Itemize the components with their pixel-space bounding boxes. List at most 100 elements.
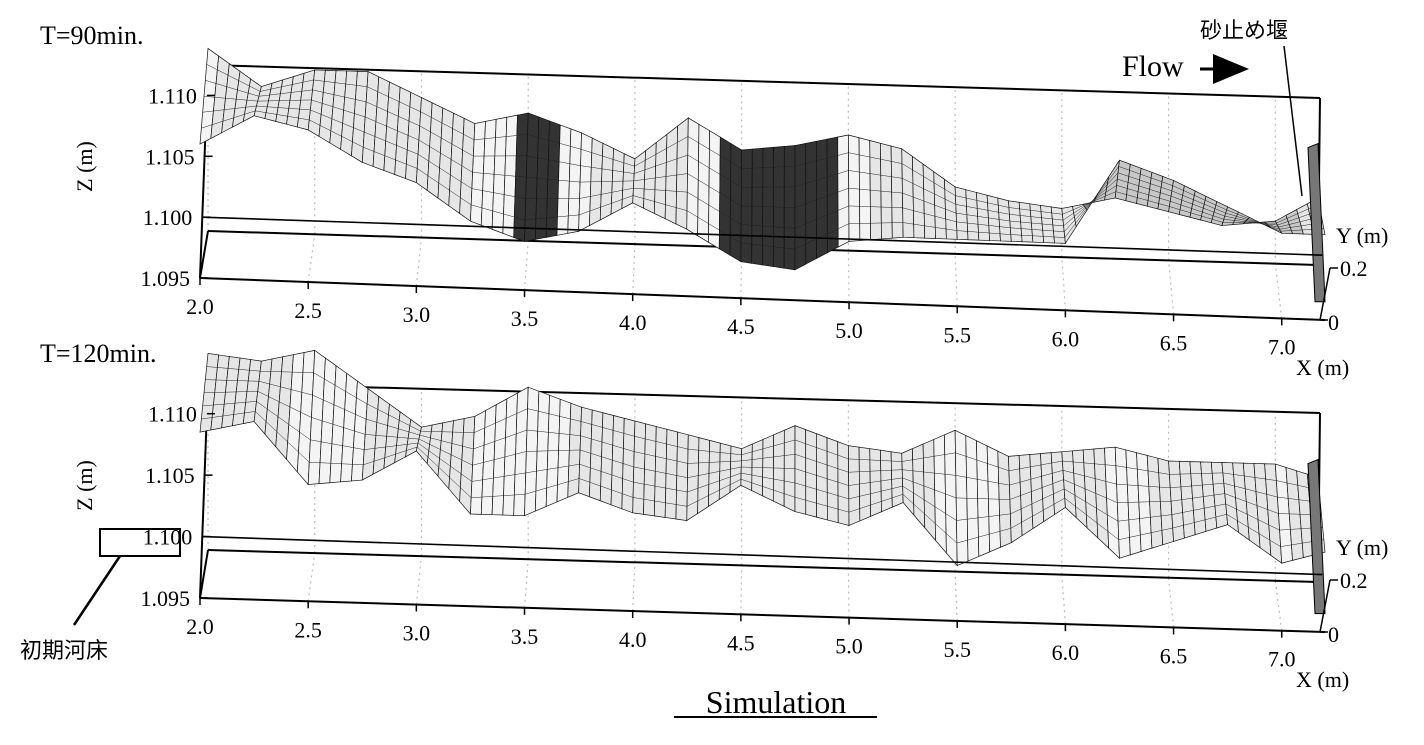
mesh-line [773,489,785,494]
mesh-line [537,177,548,180]
mesh-line [451,454,462,461]
mesh-line [473,444,485,450]
mesh-line [516,408,528,414]
mesh-line [1161,181,1173,186]
mesh-line [332,423,344,428]
mesh-line [302,79,314,83]
x-tick-label: 6.0 [1052,326,1080,351]
mesh-line [762,445,774,450]
mesh-line [451,159,463,167]
mesh-line [506,413,517,419]
mesh-line [1074,495,1086,503]
mesh-line [546,484,558,489]
mesh-line [281,84,293,88]
mesh-line [966,456,977,461]
mesh-line [978,223,989,226]
x-tick-label: 6.0 [1052,640,1080,665]
mesh-line [1286,213,1298,219]
mesh-line [913,210,925,214]
mesh-line [538,410,550,415]
mesh-line [1064,497,1076,507]
mesh-line [234,402,246,404]
mesh-line [201,417,213,420]
mesh-line [805,485,817,490]
mesh-line [494,456,505,460]
mesh-line [1137,468,1149,472]
mesh-line [310,109,322,115]
mesh-cell [816,433,828,521]
mesh-line [816,461,828,466]
mesh-line [322,420,334,425]
mesh-line [245,105,257,108]
mesh-line [611,190,623,193]
grid-line-floor [847,568,850,618]
mesh-line [784,480,796,484]
mesh-line [580,149,592,153]
mesh-line [1021,228,1032,230]
mesh-line [1041,473,1053,477]
mesh-line [224,402,235,405]
mesh-line [335,82,346,85]
mesh-line [386,436,398,438]
mesh-line [665,487,677,491]
mesh-line [1212,219,1223,223]
mesh-line [708,471,720,474]
mesh-line [1161,187,1172,192]
mesh-line [212,415,223,418]
mesh-line [341,136,353,142]
mesh-line [233,412,245,415]
mesh-line [417,446,429,458]
mesh-line [471,496,482,499]
mesh-line [869,459,881,461]
mesh-line [977,208,989,211]
mesh-line [934,472,946,475]
mesh-line [848,152,860,156]
mesh-line [676,489,688,493]
x-tick-label: 2.0 [186,614,214,639]
initial-bed-line [202,535,1323,576]
mesh-line [589,206,601,212]
mesh-line [902,469,913,472]
mesh-line [559,161,570,164]
mesh-line [1138,485,1149,487]
mesh-line [1086,514,1098,524]
mesh-line [344,96,356,100]
mesh-line [1181,199,1193,205]
mesh-line [837,152,849,156]
mesh-line [1214,493,1225,496]
mesh-line [719,484,731,491]
mesh-line [387,111,399,117]
mesh-line [568,478,580,482]
grid-line-floor [1274,263,1283,319]
mesh-line [655,456,667,459]
mesh-line [1096,508,1108,515]
mesh-line [525,218,536,221]
mesh-line [719,211,731,219]
mesh-line [441,440,452,444]
mesh-line [355,414,367,420]
mesh-line [987,480,999,484]
mesh-line [461,459,473,466]
grid-line-floor [954,253,958,307]
mesh-line [1256,505,1268,510]
mesh-line [1074,206,1086,217]
mesh-line [880,469,892,471]
mesh-line [1052,224,1064,227]
mesh-line [384,453,396,458]
mesh-line [794,454,806,459]
mesh-line [892,494,903,499]
mesh-line [1214,503,1226,507]
mesh-line [923,485,935,491]
mesh-line [590,467,602,472]
mesh-line [1009,214,1021,216]
mesh-line [623,162,635,167]
mesh-line [1298,499,1310,502]
mesh-line [1194,519,1206,523]
mesh-line [344,409,356,415]
mesh-line [1213,482,1224,485]
mesh-line [966,477,978,480]
mesh-line [1094,195,1106,201]
mesh-line [1053,497,1065,505]
mesh-line [1020,478,1031,483]
mesh-line [967,222,979,225]
